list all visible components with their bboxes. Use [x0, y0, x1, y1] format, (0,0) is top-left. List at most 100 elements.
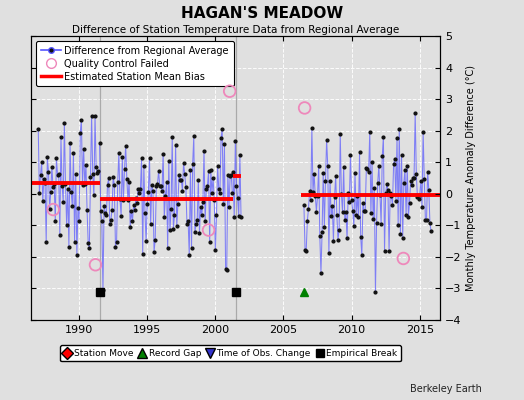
Point	[416, 192, 424, 198]
Point	[169, 226, 178, 232]
Point	[162, 179, 171, 186]
Point	[133, 200, 141, 206]
Point	[377, 221, 385, 227]
Point	[68, 203, 77, 209]
Point	[47, 189, 55, 195]
Point	[390, 156, 399, 162]
Point	[115, 150, 123, 156]
Point	[371, 289, 379, 295]
Point	[122, 142, 130, 149]
Point	[354, 214, 363, 220]
Point	[49, 184, 57, 190]
Point	[351, 170, 359, 176]
Point	[189, 161, 197, 167]
Point	[206, 167, 215, 173]
Point	[168, 134, 177, 140]
Point	[48, 164, 56, 170]
Point	[107, 216, 115, 223]
Point	[396, 230, 405, 237]
Point	[108, 206, 116, 213]
Point	[379, 134, 388, 140]
Point	[203, 183, 212, 189]
Point	[342, 209, 350, 216]
Point	[170, 212, 179, 218]
Point	[187, 245, 195, 251]
Point	[230, 214, 238, 220]
Point	[149, 188, 157, 194]
Point	[41, 180, 49, 186]
Point	[43, 154, 51, 161]
Point	[370, 185, 378, 192]
Point	[408, 182, 416, 188]
Point	[359, 200, 367, 206]
Point	[88, 112, 96, 119]
Point	[71, 170, 80, 177]
Point	[46, 206, 54, 212]
Point	[179, 160, 188, 166]
Point	[350, 223, 358, 229]
Point	[403, 162, 411, 169]
Point	[210, 197, 219, 203]
Point	[158, 188, 166, 194]
Point	[143, 201, 151, 207]
Point	[132, 194, 140, 201]
Point	[315, 233, 324, 240]
Point	[105, 221, 114, 228]
Point	[322, 136, 331, 143]
Text: HAGAN'S MEADOW: HAGAN'S MEADOW	[181, 6, 343, 21]
Point	[91, 262, 100, 268]
Point	[110, 182, 118, 188]
Point	[304, 206, 313, 212]
Point	[368, 159, 376, 165]
Point	[220, 141, 228, 148]
Point	[194, 177, 202, 183]
Point	[410, 174, 418, 181]
Point	[340, 164, 348, 170]
Point	[417, 178, 425, 184]
Point	[305, 188, 314, 194]
Point	[405, 200, 413, 206]
Point	[81, 181, 89, 188]
Point	[119, 197, 127, 204]
Point	[125, 179, 133, 186]
Point	[202, 186, 211, 193]
Point	[99, 287, 107, 293]
Point	[192, 221, 200, 227]
Point	[329, 238, 337, 244]
Point	[67, 189, 75, 195]
Point	[150, 248, 158, 255]
Point	[58, 182, 66, 189]
Point	[399, 255, 408, 262]
Point	[308, 125, 316, 131]
Point	[34, 126, 42, 132]
Point	[89, 171, 97, 178]
Point	[388, 201, 397, 208]
Point	[103, 182, 112, 188]
Point	[44, 168, 52, 175]
Point	[221, 266, 230, 272]
Point	[51, 218, 59, 224]
Point	[135, 189, 144, 196]
Point	[223, 267, 231, 273]
Point	[343, 235, 351, 242]
Point	[109, 174, 117, 180]
Point	[126, 224, 134, 230]
Point	[155, 168, 163, 174]
Point	[345, 199, 354, 205]
Point	[195, 229, 204, 236]
Point	[76, 130, 84, 136]
Point	[176, 177, 184, 183]
Point	[138, 251, 147, 257]
Point	[383, 181, 391, 187]
Point	[311, 192, 320, 199]
Point	[360, 208, 368, 214]
Point	[391, 198, 400, 204]
Point	[73, 252, 81, 258]
Point	[201, 218, 209, 224]
Point	[300, 105, 309, 111]
Point	[198, 212, 206, 218]
Point	[232, 183, 241, 190]
Legend: Difference from Regional Average, Quality Control Failed, Estimated Station Mean: Difference from Regional Average, Qualit…	[36, 41, 234, 86]
Point	[54, 171, 63, 177]
Point	[237, 213, 245, 220]
